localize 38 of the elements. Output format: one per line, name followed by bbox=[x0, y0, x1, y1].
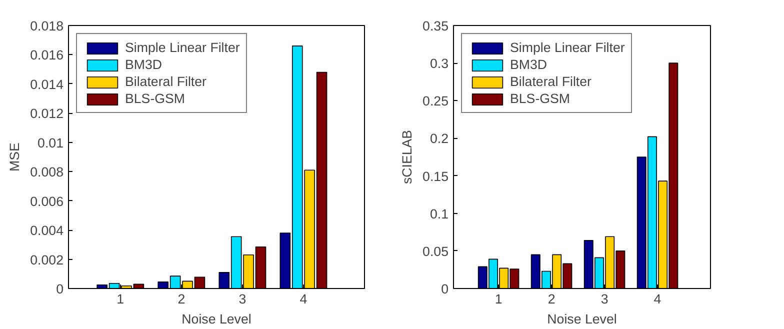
x-tick-label: 3 bbox=[600, 292, 608, 306]
legend-label: Bilateral Filter bbox=[125, 74, 206, 89]
y-tick-label: 0.15 bbox=[422, 168, 449, 184]
y-tick-label: 0.05 bbox=[422, 244, 449, 259]
x-tick-label: 2 bbox=[178, 292, 186, 306]
y-tick-label: 0.01 bbox=[38, 135, 64, 150]
x-tick-label: 3 bbox=[238, 292, 246, 306]
y-tick-label: 0.006 bbox=[30, 194, 64, 209]
x-tick-label: 4 bbox=[300, 292, 308, 306]
x-axis-title: Noise Level bbox=[547, 312, 617, 326]
y-tick-label: 0.004 bbox=[30, 223, 64, 238]
y-axis-title: MSE bbox=[7, 142, 22, 172]
y-tick-label: 0.3 bbox=[430, 56, 449, 72]
x-axis-title: Noise Level bbox=[182, 312, 252, 326]
y-tick-label: 0.018 bbox=[30, 18, 64, 34]
y-tick-label: 0.2 bbox=[430, 131, 449, 146]
y-tick-label: 0.35 bbox=[422, 18, 449, 34]
x-tick-label: 4 bbox=[654, 292, 662, 306]
y-tick-label: 0.016 bbox=[30, 48, 64, 63]
x-tick-label: 1 bbox=[116, 292, 124, 306]
x-tick-label: 1 bbox=[494, 292, 502, 306]
y-axis-title: sCIELAB bbox=[400, 130, 415, 184]
legend-label: BLS-GSM bbox=[510, 91, 570, 106]
x-tick-label: 2 bbox=[548, 292, 556, 306]
y-tick-label: 0.012 bbox=[30, 106, 64, 122]
legend-label: BLS-GSM bbox=[125, 91, 185, 106]
y-tick-label: 0 bbox=[56, 282, 64, 296]
legend-label: Simple Linear Filter bbox=[510, 40, 625, 55]
legend-label: BM3D bbox=[125, 57, 162, 72]
y-tick-label: 0.008 bbox=[30, 164, 64, 180]
y-tick-label: 0.014 bbox=[30, 76, 64, 92]
y-tick-label: 0.1 bbox=[430, 206, 449, 222]
y-tick-label: 0 bbox=[441, 282, 449, 296]
legend-label: Simple Linear Filter bbox=[125, 40, 240, 55]
legend-label: BM3D bbox=[510, 57, 548, 72]
legend-label: Bilateral Filter bbox=[510, 74, 592, 89]
y-tick-label: 0.002 bbox=[30, 252, 64, 268]
y-tick-label: 0.25 bbox=[422, 94, 449, 109]
